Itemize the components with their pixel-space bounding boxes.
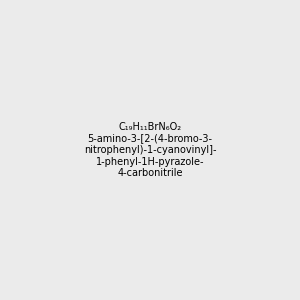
Text: C₁₉H₁₁BrN₆O₂
5-amino-3-[2-(4-bromo-3-
nitrophenyl)-1-cyanovinyl]-
1-phenyl-1H-py: C₁₉H₁₁BrN₆O₂ 5-amino-3-[2-(4-bromo-3- ni…: [84, 122, 216, 178]
